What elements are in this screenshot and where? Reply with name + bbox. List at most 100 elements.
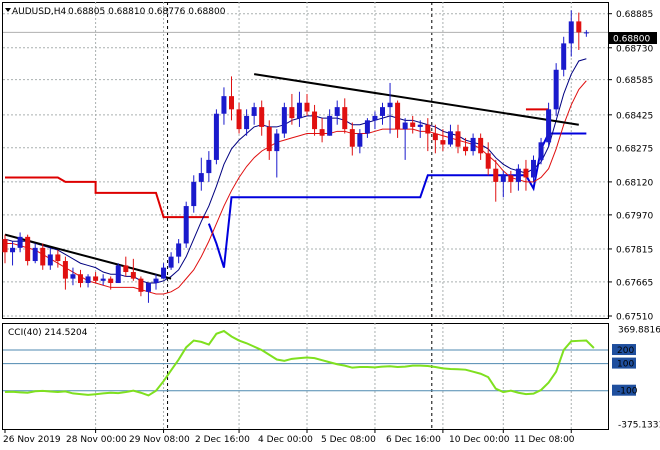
candle xyxy=(191,175,197,213)
candle xyxy=(266,120,272,160)
candle xyxy=(455,124,461,154)
candle xyxy=(221,87,227,125)
candle-body xyxy=(515,168,521,182)
time-tick-label: 2 Dec 16:00 xyxy=(195,435,250,445)
candle-body xyxy=(108,278,114,284)
cci-plot xyxy=(4,329,595,397)
main-indicators xyxy=(3,31,608,295)
candle-body xyxy=(229,96,234,110)
candle-body xyxy=(523,168,529,178)
candle-body xyxy=(478,137,484,154)
candle-body xyxy=(296,102,302,119)
cci-tick-label: -375.1331 xyxy=(618,421,660,431)
current-price-label: 0.68800 xyxy=(613,35,650,45)
current-price-tag xyxy=(609,32,657,44)
candle-body xyxy=(508,175,514,182)
candle xyxy=(259,100,265,136)
candle-body xyxy=(342,107,348,130)
candle xyxy=(553,63,559,116)
candle-body xyxy=(213,113,219,160)
trendline xyxy=(253,73,579,126)
main-grid xyxy=(3,2,608,318)
time-tick-label: 28 Nov 00:00 xyxy=(66,435,127,445)
candle xyxy=(500,170,506,198)
candle-body xyxy=(115,265,121,284)
candle-body xyxy=(70,274,76,279)
cci-tick-label: 200 xyxy=(617,346,634,356)
candle xyxy=(357,129,363,154)
cci-level-tag xyxy=(612,357,636,369)
time-tick-label: 26 Nov 2019 xyxy=(3,435,61,445)
candle xyxy=(25,234,31,266)
price-tick-label: 0.67970 xyxy=(616,211,653,221)
cci-label: CCI(40) 214.5204 xyxy=(8,328,88,338)
candle xyxy=(538,137,544,165)
chart-menu-icon[interactable] xyxy=(5,8,11,12)
candle xyxy=(40,243,46,270)
main-panel-frame xyxy=(2,2,609,319)
cci-tick-label: 100 xyxy=(617,360,634,370)
symbol-header: AUDUSD,H4 xyxy=(12,7,67,17)
candle-body xyxy=(538,142,544,160)
candle-body xyxy=(568,21,574,44)
candle xyxy=(2,234,8,264)
time-tick-label: 29 Nov 08:00 xyxy=(129,435,190,445)
candle-body xyxy=(417,124,423,127)
candle-body xyxy=(145,283,151,292)
candle xyxy=(372,111,378,130)
candle-body xyxy=(130,272,136,279)
candle-body xyxy=(312,111,318,130)
candle xyxy=(334,100,340,125)
candle xyxy=(395,100,401,138)
candle xyxy=(93,272,99,284)
candle xyxy=(349,122,355,156)
candle xyxy=(387,82,393,134)
candle xyxy=(78,269,83,288)
candle xyxy=(168,252,174,270)
candle-body xyxy=(123,265,129,273)
candle-body xyxy=(138,278,144,292)
candle-body xyxy=(470,137,476,152)
candle xyxy=(508,170,514,193)
candle-body xyxy=(78,274,83,284)
candle xyxy=(380,102,385,125)
candle xyxy=(425,118,431,152)
candle-body xyxy=(153,278,159,284)
candle-body xyxy=(561,43,567,70)
candle xyxy=(561,36,567,77)
candle-body xyxy=(183,206,189,244)
candle xyxy=(206,151,212,182)
candle-body xyxy=(447,131,453,145)
candle-body xyxy=(191,181,197,207)
candle xyxy=(161,263,167,279)
candle-body xyxy=(387,102,393,108)
cci-level-tag xyxy=(612,344,636,356)
candle xyxy=(62,256,68,290)
candle xyxy=(402,118,408,160)
candle-body xyxy=(372,115,378,121)
candle-body xyxy=(40,247,46,266)
candle-body xyxy=(17,236,23,248)
cci-tick-label: -100 xyxy=(617,387,638,397)
candle xyxy=(138,276,144,297)
candle-body xyxy=(251,107,257,116)
candle xyxy=(17,232,23,253)
candle-body xyxy=(274,133,280,152)
cci-grid xyxy=(3,323,608,430)
candle-body xyxy=(576,21,582,33)
price-tick-label: 0.68585 xyxy=(616,76,653,86)
candle-body xyxy=(47,254,53,266)
candle xyxy=(327,109,333,136)
candle xyxy=(470,133,476,156)
candle xyxy=(410,115,416,134)
candle xyxy=(463,137,469,156)
time-axis: 26 Nov 2019 28 Nov 00:00 29 Nov 08:00 2 Dec… xyxy=(3,430,575,445)
price-tick-label: 0.67665 xyxy=(616,278,653,288)
candles xyxy=(2,10,589,303)
price-tick-label: 0.68120 xyxy=(616,178,653,188)
cci-tick-label: 369.8816 xyxy=(618,326,660,336)
candle-body xyxy=(531,159,536,178)
price-tick-label: 0.67815 xyxy=(616,245,653,255)
candle-body xyxy=(500,175,506,182)
